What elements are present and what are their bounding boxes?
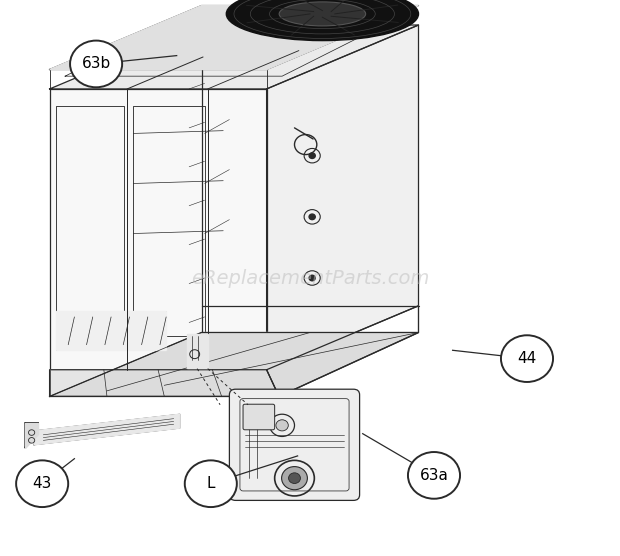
Polygon shape [267,25,419,370]
Circle shape [309,214,316,220]
Circle shape [70,41,122,87]
Circle shape [185,460,237,507]
Ellipse shape [226,0,418,41]
Circle shape [309,275,316,281]
Polygon shape [56,311,166,350]
Text: 44: 44 [517,351,537,366]
FancyBboxPatch shape [229,389,360,500]
Circle shape [16,460,68,507]
Circle shape [408,452,460,499]
Circle shape [281,466,308,490]
Circle shape [309,153,316,158]
Text: 63b: 63b [81,57,111,71]
Circle shape [276,420,288,431]
Polygon shape [50,332,419,396]
Text: eReplacementParts.com: eReplacementParts.com [191,269,429,287]
Polygon shape [50,89,267,370]
FancyBboxPatch shape [243,404,275,430]
Polygon shape [50,6,419,70]
Polygon shape [50,25,419,89]
Text: L: L [206,476,215,491]
Polygon shape [50,306,419,396]
Ellipse shape [279,2,366,26]
Circle shape [288,473,301,484]
Text: 43: 43 [32,476,52,491]
Text: 63a: 63a [420,468,448,483]
Polygon shape [187,334,208,368]
Polygon shape [34,414,180,445]
Polygon shape [25,423,38,448]
Circle shape [501,335,553,382]
